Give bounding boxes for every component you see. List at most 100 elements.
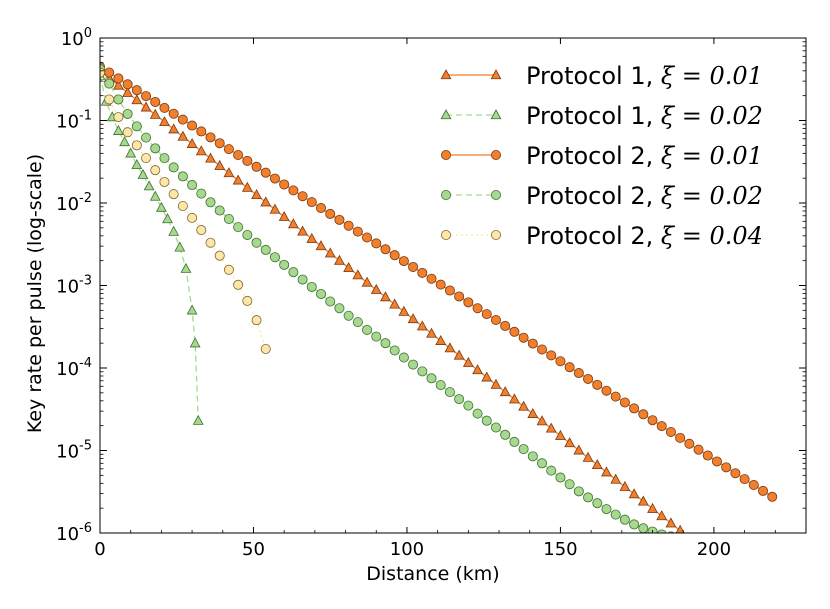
legend-marker xyxy=(440,109,452,120)
data-point xyxy=(104,94,115,105)
data-point xyxy=(583,492,594,503)
data-point xyxy=(490,315,501,326)
data-point xyxy=(150,96,161,107)
data-point xyxy=(518,444,529,455)
series-1 xyxy=(100,64,685,533)
series-layer xyxy=(100,61,778,533)
data-point xyxy=(637,495,649,506)
data-point xyxy=(417,366,428,377)
data-point xyxy=(131,85,142,96)
data-point xyxy=(162,213,173,224)
data-point xyxy=(196,225,207,236)
data-point xyxy=(141,153,152,164)
data-point xyxy=(481,309,492,320)
data-point xyxy=(112,79,124,90)
data-point xyxy=(527,338,538,349)
data-point xyxy=(454,291,465,302)
y-tick-label: 100 xyxy=(61,26,92,50)
x-tick-label: 100 xyxy=(390,539,424,560)
series-2 xyxy=(100,69,204,425)
data-point xyxy=(380,244,391,255)
data-point xyxy=(601,504,612,515)
data-point xyxy=(426,373,437,384)
y-tick-label: 10-3 xyxy=(56,274,92,298)
legend-label: Protocol 1, ξ = 0.02 xyxy=(526,102,763,130)
data-point xyxy=(444,285,455,296)
data-point xyxy=(131,121,142,132)
legend-entry: Protocol 1, ξ = 0.01 xyxy=(440,62,763,90)
data-point xyxy=(251,189,262,200)
data-point xyxy=(592,379,603,390)
data-point xyxy=(137,168,149,179)
data-point xyxy=(113,94,124,105)
legend-marker xyxy=(440,189,451,200)
data-point xyxy=(223,264,234,275)
data-point xyxy=(205,197,216,208)
data-point xyxy=(435,380,446,391)
data-point xyxy=(564,437,576,448)
legend-marker xyxy=(490,109,502,120)
data-point xyxy=(180,262,192,273)
x-tick-label: 200 xyxy=(697,539,731,560)
data-point xyxy=(537,344,548,355)
data-point xyxy=(463,400,474,411)
data-point xyxy=(287,218,299,229)
data-point xyxy=(233,279,244,290)
data-point xyxy=(389,298,401,309)
data-point xyxy=(389,345,400,356)
data-point xyxy=(186,137,198,148)
data-point xyxy=(629,519,640,530)
y-axis-label: Key rate per pulse (log-scale) xyxy=(24,154,46,433)
data-point xyxy=(472,303,483,314)
data-point xyxy=(573,444,585,455)
data-point xyxy=(343,310,354,321)
data-point xyxy=(362,324,373,335)
data-point xyxy=(104,78,115,89)
data-point xyxy=(758,485,769,496)
data-point xyxy=(389,250,400,261)
data-point xyxy=(214,138,225,149)
data-point xyxy=(260,343,271,354)
legend-marker xyxy=(440,149,451,160)
legend-marker xyxy=(490,149,501,160)
data-point xyxy=(159,102,170,113)
data-point xyxy=(462,356,474,367)
data-point xyxy=(143,180,155,191)
data-point xyxy=(306,232,318,243)
axes-layer: 0 50 100 150 200 100 10-1 10-2 10-3 10-4 10-5 10-6 D… xyxy=(24,26,807,585)
data-point xyxy=(113,112,124,123)
data-point xyxy=(711,456,722,467)
legend-marker xyxy=(490,229,501,240)
data-point xyxy=(481,415,492,426)
data-point xyxy=(684,438,695,449)
data-point xyxy=(251,315,262,326)
data-point xyxy=(592,498,603,509)
data-point xyxy=(141,132,152,143)
data-point xyxy=(315,240,327,251)
data-point xyxy=(168,162,179,173)
legend-label: Protocol 2, ξ = 0.04 xyxy=(526,222,763,250)
data-point xyxy=(656,510,668,521)
data-point xyxy=(610,391,621,402)
data-point xyxy=(177,114,188,125)
data-point xyxy=(205,132,216,143)
data-point xyxy=(499,386,511,397)
legend: Protocol 1, ξ = 0.01 Protocol 1, ξ = 0.02… xyxy=(440,62,763,250)
data-point xyxy=(195,145,207,156)
data-point xyxy=(435,279,446,290)
data-point xyxy=(500,320,511,331)
data-point xyxy=(380,338,391,349)
data-point xyxy=(555,429,566,440)
data-point xyxy=(122,127,133,138)
data-point xyxy=(444,387,455,398)
legend-marker xyxy=(490,189,501,200)
legend-label: Protocol 2, ξ = 0.01 xyxy=(526,142,763,170)
data-point xyxy=(288,185,299,196)
data-point xyxy=(187,212,198,223)
data-point xyxy=(527,407,539,418)
data-point xyxy=(168,123,180,134)
data-point xyxy=(233,150,244,161)
data-point xyxy=(297,274,308,285)
data-point xyxy=(260,167,271,178)
